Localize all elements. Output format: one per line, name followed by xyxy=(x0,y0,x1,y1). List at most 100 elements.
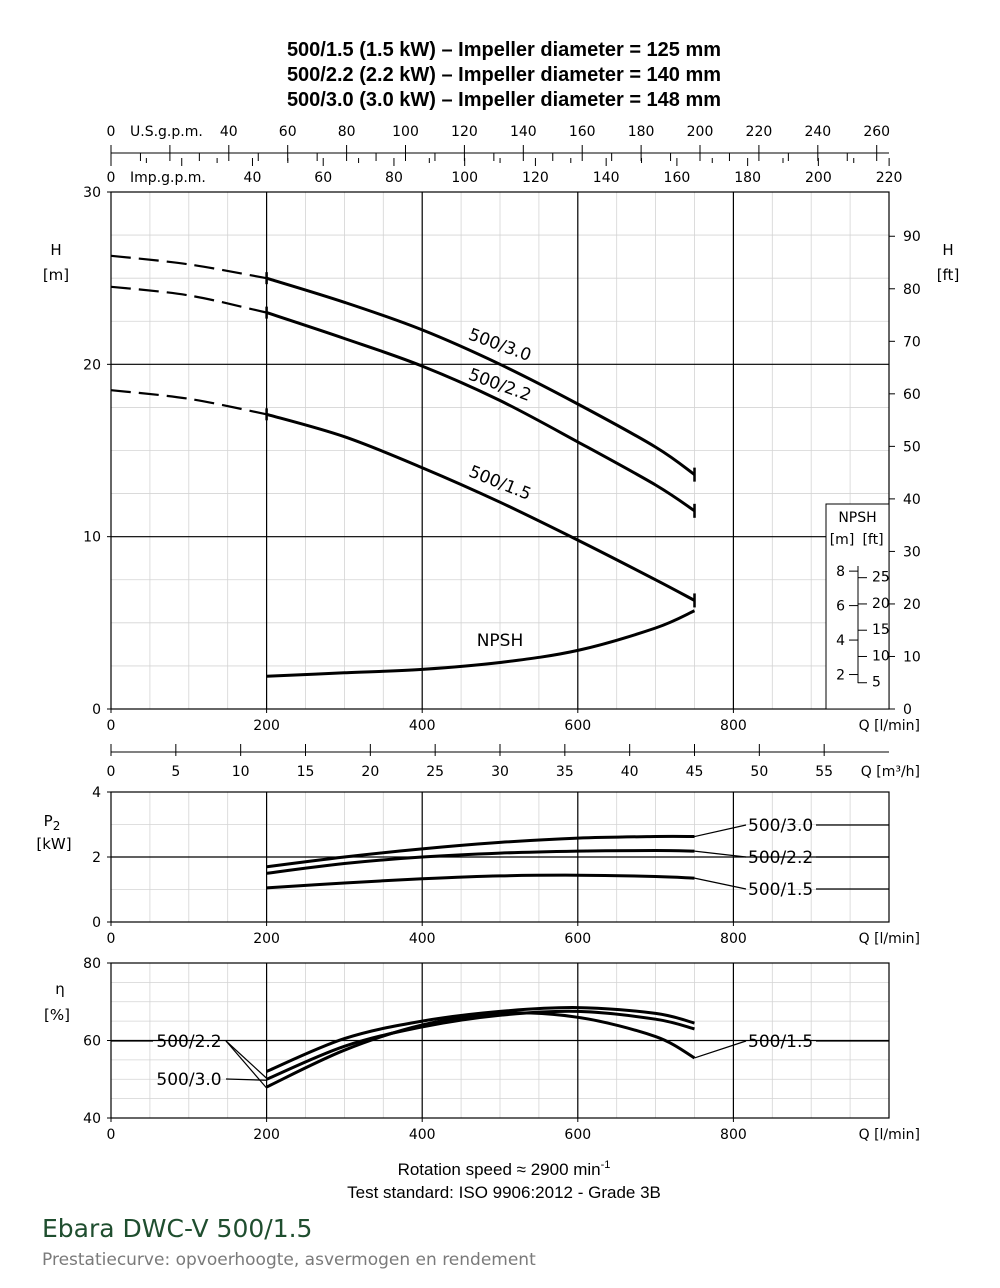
y-tick-label-efficiency: 60 xyxy=(83,1034,101,1050)
x-tick-label-head: 400 xyxy=(409,718,436,734)
impgpm-tick-label: 140 xyxy=(593,170,620,186)
npsh-box-m-label: 8 xyxy=(836,564,845,580)
m3h-tick-label: 30 xyxy=(491,764,509,780)
npsh-box-m-label: 2 xyxy=(836,668,845,684)
usgpm-tick-label: 160 xyxy=(569,124,596,140)
usgpm-tick-label: 180 xyxy=(628,124,655,140)
head-curve-500-3-0 xyxy=(266,276,696,476)
y-right-tick-label: 50 xyxy=(903,439,921,455)
x-tick-label-efficiency: 600 xyxy=(564,1127,591,1143)
y-tick-label-power: 2 xyxy=(92,850,101,866)
y-right-tick-label: 70 xyxy=(903,334,921,350)
y-tick-label-power: 4 xyxy=(92,785,101,801)
y-right-tick-label: 60 xyxy=(903,387,921,403)
x-tick-label-power: 600 xyxy=(564,931,591,947)
npsh-box-ft-label: 10 xyxy=(872,648,890,664)
usgpm-tick-label: 0 xyxy=(107,124,116,140)
power-label-500-1-5: 500/1.5 xyxy=(748,880,813,900)
eff-leader-500-2-2-a xyxy=(225,1040,268,1079)
y-right-tick-label: 10 xyxy=(903,649,921,665)
x-tick-label-head: 0 xyxy=(107,718,116,734)
y-right-tick-label: 40 xyxy=(903,492,921,508)
x-tick-label-head: 600 xyxy=(564,718,591,734)
title-line-1: 500/1.5 (1.5 kW) – Impeller diameter = 1… xyxy=(287,39,721,61)
efficiency-curve-500-1-5 xyxy=(265,1011,696,1089)
npsh-box-ft-label: 15 xyxy=(872,622,890,638)
head-curve-dashed-500-2-2 xyxy=(110,285,267,314)
power-curve-500-2-2 xyxy=(266,848,695,875)
npsh-box-unit-m: [m] xyxy=(830,532,855,548)
head-curve-dashed-500-1-5 xyxy=(110,389,267,416)
usgpm-tick-label: 240 xyxy=(804,124,831,140)
eff-label-500-3-0: 500/3.0 xyxy=(156,1070,221,1090)
y-axis-label-power-unit: [kW] xyxy=(36,835,71,853)
impgpm-unit-label: Imp.g.p.m. xyxy=(130,170,206,186)
title-line-3: 500/3.0 (3.0 kW) – Impeller diameter = 1… xyxy=(287,89,721,111)
npsh-box-ft-label: 20 xyxy=(872,596,890,612)
curves-layer xyxy=(110,254,696,1089)
m3h-tick-label: 50 xyxy=(750,764,768,780)
usgpm-tick-label: 80 xyxy=(338,124,356,140)
power-leader-500-2-2 xyxy=(694,850,747,858)
m3h-tick-label: 20 xyxy=(361,764,379,780)
y-tick-label-head: 0 xyxy=(92,702,101,718)
usgpm-tick-label: 220 xyxy=(746,124,773,140)
eff-leader-500-2-2-b xyxy=(225,1040,268,1089)
usgpm-unit-label: U.S.g.p.m. xyxy=(130,124,203,140)
npsh-box-m-label: 4 xyxy=(836,633,845,649)
x-tick-label-efficiency: 200 xyxy=(253,1127,280,1143)
m3h-tick-label: 35 xyxy=(556,764,574,780)
power-leader-500-3-0 xyxy=(694,824,747,838)
x-tick-label-efficiency: 800 xyxy=(720,1127,747,1143)
eff-leader-500-1-5 xyxy=(694,1040,747,1059)
usgpm-tick-label: 120 xyxy=(451,124,478,140)
x-tick-label-power: 400 xyxy=(409,931,436,947)
chart-titles: 500/1.5 (1.5 kW) – Impeller diameter = 1… xyxy=(287,39,721,111)
power-curve-500-1-5 xyxy=(266,873,695,890)
x-tick-label-efficiency: 0 xyxy=(107,1127,116,1143)
usgpm-tick-label: 140 xyxy=(510,124,537,140)
npsh-box-m-label: 6 xyxy=(836,599,845,615)
rotation-speed-label: Rotation speed ≈ 2900 min xyxy=(398,1160,601,1179)
impgpm-tick-label: 160 xyxy=(664,170,691,186)
impgpm-tick-label: 80 xyxy=(385,170,403,186)
m3h-tick-label: 55 xyxy=(815,764,833,780)
y-right-tick-label: 0 xyxy=(903,702,912,718)
eff-label-500-2-2: 500/2.2 xyxy=(156,1032,221,1052)
npsh-box-unit-ft: [ft] xyxy=(862,532,883,548)
impgpm-tick-label: 60 xyxy=(314,170,332,186)
x-tick-label-head: 200 xyxy=(253,718,280,734)
m3h-unit-label: Q [m³/h] xyxy=(861,764,920,780)
usgpm-tick-label: 60 xyxy=(279,124,297,140)
head-curve-npsh xyxy=(266,609,696,678)
impgpm-tick-label: 220 xyxy=(876,170,903,186)
y-tick-label-power: 0 xyxy=(92,915,101,931)
grid-layer xyxy=(110,191,890,1119)
x-tick-label-power: 800 xyxy=(720,931,747,947)
npsh-box-ft-label: 5 xyxy=(872,675,881,691)
y-axis-label-right-name: H xyxy=(942,241,953,259)
y-axis-label-eff-unit: [%] xyxy=(44,1006,70,1024)
chart-footer: Rotation speed ≈ 2900 min-1 Test standar… xyxy=(347,1159,661,1202)
impgpm-tick-label: 40 xyxy=(244,170,262,186)
head-curve-500-1-5 xyxy=(266,412,696,602)
y-axis-label-power-name: P2 xyxy=(44,812,61,833)
y-tick-label-head: 20 xyxy=(83,357,101,373)
x-axis-label-head: Q [l/min] xyxy=(859,718,920,734)
efficiency-curve-500-2-2 xyxy=(266,1006,695,1073)
title-line-2: 500/2.2 (2.2 kW) – Impeller diameter = 1… xyxy=(287,64,721,86)
y-tick-label-head: 30 xyxy=(83,185,101,201)
power-leader-500-1-5 xyxy=(694,877,747,890)
head-label-npsh: NPSH xyxy=(477,631,524,651)
product-title: Ebara DWC-V 500/1.5 xyxy=(42,1214,313,1243)
y-axis-label-head-unit: [m] xyxy=(43,266,69,284)
y-axis-label-right-unit: [ft] xyxy=(937,266,960,284)
impgpm-tick-label: 200 xyxy=(805,170,832,186)
x-tick-label-power: 0 xyxy=(107,931,116,947)
x-axis-label-efficiency: Q [l/min] xyxy=(859,1127,920,1143)
impgpm-tick-label: 120 xyxy=(522,170,549,186)
y-axis-label-power-subscript: 2 xyxy=(53,819,61,833)
power-label-500-2-2: 500/2.2 xyxy=(748,848,813,868)
x-tick-label-efficiency: 400 xyxy=(409,1127,436,1143)
y-right-tick-label: 80 xyxy=(903,282,921,298)
